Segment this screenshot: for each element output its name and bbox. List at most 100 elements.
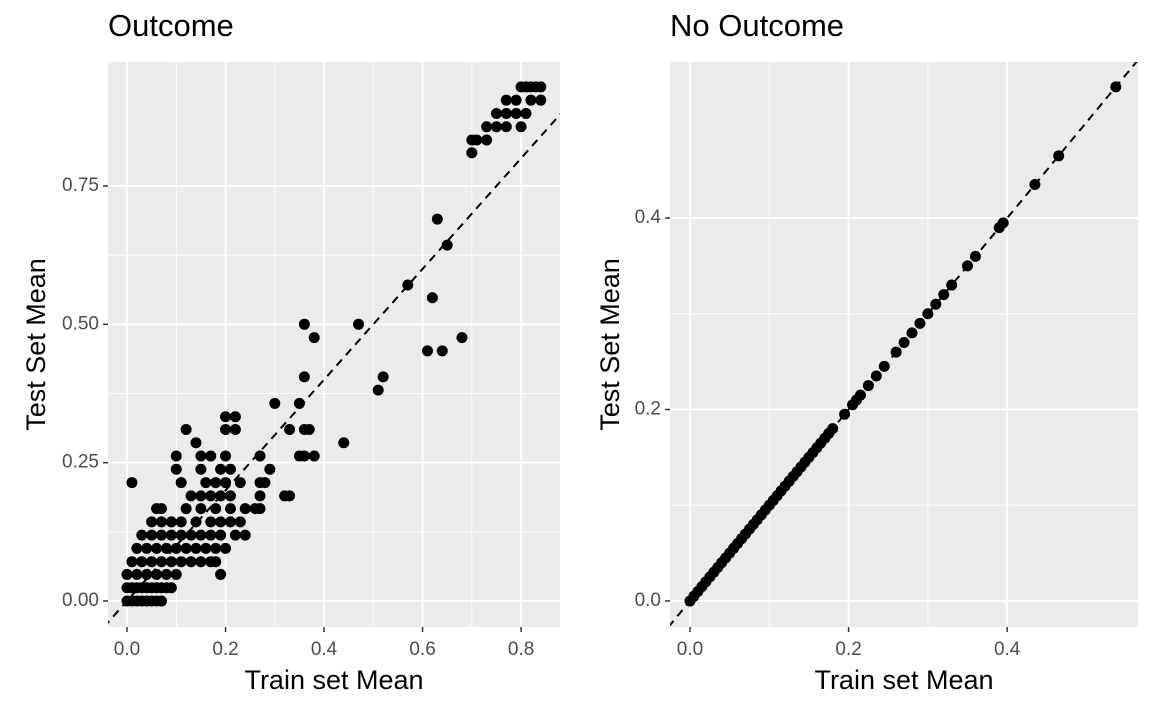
point [298,371,310,383]
point [535,94,547,106]
point [155,503,167,515]
point [215,529,227,541]
x-tick-label: 0.8 [508,639,534,660]
y-tick-label: 0.00 [62,590,99,611]
y-axis-label: Test Set Mean [595,258,625,431]
point [200,477,212,489]
point [215,463,227,475]
x-tick-label: 0.0 [677,639,703,660]
point [481,121,493,133]
point [441,239,453,251]
point [136,556,148,568]
point [165,582,177,594]
x-tick-label: 0.0 [114,639,140,660]
point [224,463,236,475]
point [146,529,158,541]
point [210,477,222,489]
point [490,121,502,133]
point [308,332,320,344]
point [195,556,207,568]
plot-area [670,62,1138,627]
point [185,490,197,502]
point [131,568,143,580]
x-tick-label: 0.2 [212,639,238,660]
point [205,450,217,462]
point [284,423,296,435]
point [195,450,207,462]
point [372,384,384,396]
point [269,397,281,409]
y-tick-label: 0.4 [635,207,662,228]
point [510,107,522,119]
point [126,556,138,568]
point [220,450,232,462]
point [205,516,217,528]
point [426,292,438,304]
point [131,542,143,554]
point [215,516,227,528]
point [431,213,443,225]
point [146,556,158,568]
point [436,345,448,357]
point [229,529,241,541]
point [141,542,153,554]
point [520,107,532,119]
point [165,529,177,541]
point [175,556,187,568]
y-tick-label: 0.2 [635,399,661,420]
point [160,568,172,580]
point [136,529,148,541]
x-axis-label: Train set Mean [244,665,423,695]
point [259,477,271,489]
point [175,516,187,528]
point [293,397,305,409]
point [151,542,163,554]
point [525,94,537,106]
point [195,529,207,541]
point [195,490,207,502]
point [298,450,310,462]
point [338,437,350,449]
point [254,503,266,515]
point [200,542,212,554]
point [160,542,172,554]
point [220,477,232,489]
y-tick-label: 0.25 [62,452,99,473]
point [151,568,163,580]
point [510,94,522,106]
point [500,94,512,106]
identity-line [670,62,1138,627]
point [185,529,197,541]
point [500,107,512,119]
plot-area [108,81,560,624]
point [170,568,182,580]
point [121,568,133,580]
point [180,503,192,515]
point [155,595,167,607]
point [239,503,251,515]
point [185,556,197,568]
point [170,463,182,475]
y-tick-label: 0.75 [62,175,99,196]
x-tick-label: 0.6 [409,639,435,660]
point [155,516,167,528]
point [220,542,232,554]
point [165,556,177,568]
x-axis-label: Train set Mean [814,665,993,695]
point [284,490,296,502]
x-tick-label: 0.2 [835,639,861,660]
plot-background [108,62,560,627]
point [298,318,310,330]
point [515,121,527,133]
point [210,542,222,554]
y-tick-label: 0.50 [62,313,99,334]
identity-line [108,113,560,624]
point [180,542,192,554]
point [205,490,217,502]
point [353,318,365,330]
point [141,568,153,580]
point [490,107,502,119]
point [234,477,246,489]
point [195,463,207,475]
